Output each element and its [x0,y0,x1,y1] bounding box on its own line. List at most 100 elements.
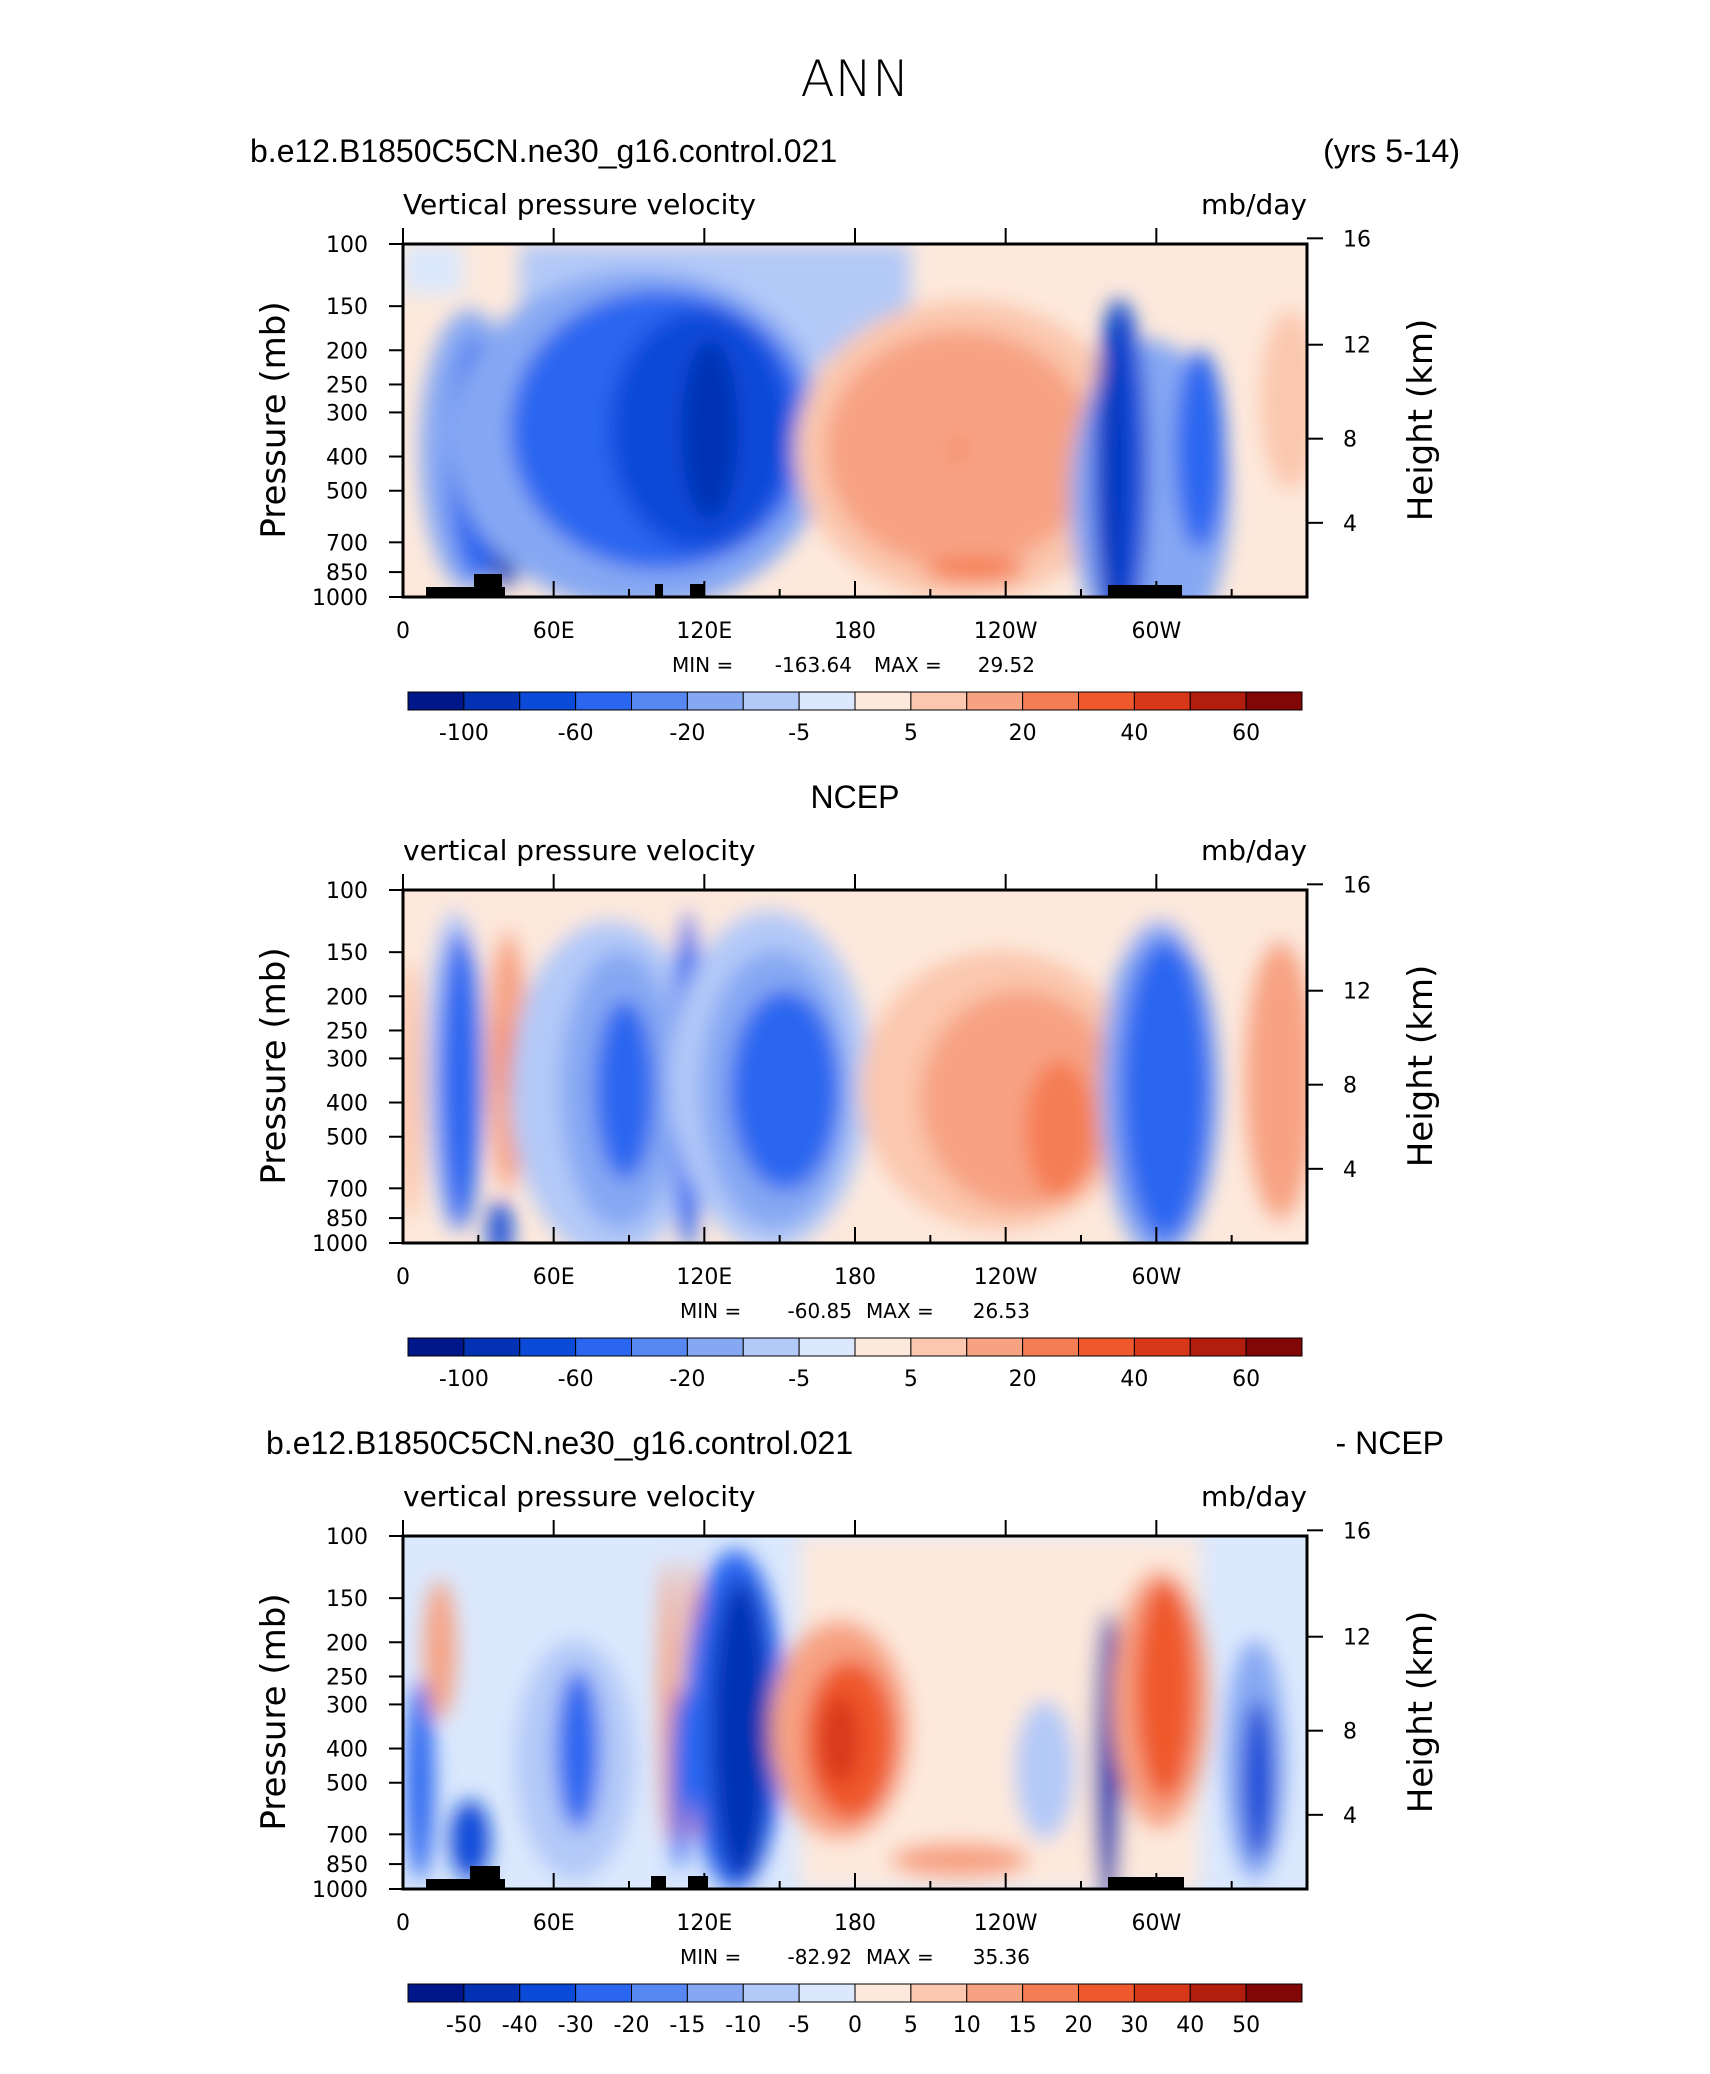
y-tick-label: 100 [326,233,368,258]
colorbar-label: 5 [904,721,918,746]
colorbar-swatch [463,691,521,711]
panel-ncep: NCEP vertical pressure velocity mb/day [254,779,1441,1392]
colorbar-label: -5 [788,1367,810,1392]
colorbar-label: -50 [446,2013,482,2038]
colorbar-swatch [1245,1337,1303,1357]
y-tick-label: 400 [326,1092,368,1117]
panel-header-right: (yrs 5-14) [1323,133,1460,169]
x-tick-label: 0 [396,1265,410,1290]
y2-tick-label: 4 [1343,1804,1357,1829]
colorbar-label: 5 [904,2013,918,2038]
colorbar-swatch [1022,1337,1079,1357]
colorbar-label: -30 [558,2013,594,2038]
stats-readout: MIN = -60.85 MAX = 26.53 [680,1299,1030,1323]
colorbar-swatch [463,1983,521,2003]
y2-axis-label: Height (km) [1401,319,1441,522]
colorbar-label: -10 [725,2013,761,2038]
min-value: -60.85 [788,1299,852,1323]
colorbar-label: 20 [1009,1367,1037,1392]
min-value: -163.64 [775,653,852,677]
y-tick-label: 300 [326,1047,368,1072]
colorbar-swatch [798,1983,856,2003]
colorbar-swatch [1189,691,1247,711]
y2-axis-label: Height (km) [1401,965,1441,1168]
colorbar-swatch [575,1983,632,2003]
colorbar-label: 50 [1232,2013,1260,2038]
max-label: MAX = [866,1299,934,1323]
colorbar-swatch [966,1337,1024,1357]
y-tick-label: 700 [326,1177,368,1202]
colorbar-swatch [742,1337,800,1357]
colorbar-swatch [407,1983,465,2003]
colorbar-swatch [966,691,1024,711]
y2-tick-label: 16 [1343,227,1371,252]
colorbar-swatch [519,1983,577,2003]
colorbar-swatch [1078,691,1135,711]
panel-header-left: b.e12.B1850C5CN.ne30_g16.control.021 [266,1425,853,1461]
colorbar-swatch [854,1983,912,2003]
colorbar-swatch [742,1983,800,2003]
y-tick-label: 700 [326,531,368,556]
y-tick-label: 500 [326,1772,368,1797]
colorbar-swatch [1078,1337,1135,1357]
x-tick-label: 0 [396,1911,410,1936]
x-tick-label: 180 [834,1265,876,1290]
colorbar-label: 30 [1120,2013,1148,2038]
colorbar-label: -100 [439,1367,489,1392]
min-label: MIN = [680,1945,741,1969]
plot-title: Vertical pressure velocity [403,188,756,221]
y2-tick-label: 12 [1343,1626,1371,1651]
colorbar-swatch [1189,1337,1247,1357]
plot-units: mb/day [1201,1480,1307,1513]
y-tick-label: 500 [326,1126,368,1151]
max-value: 35.36 [973,1945,1030,1969]
y-tick-label: 150 [326,295,368,320]
contour-field [403,1536,1307,1889]
x-tick-label: 60W [1131,619,1181,644]
x-tick-label: 180 [834,619,876,644]
colorbar-label: 15 [1009,2013,1037,2038]
y2-tick-label: 8 [1343,428,1357,453]
x-tick-label: 120E [676,1911,732,1936]
x-tick-label: 60E [533,1911,575,1936]
colorbar-swatch [910,691,968,711]
plot-title: vertical pressure velocity [403,834,756,867]
x-tick-label: 60E [533,619,575,644]
colorbar-label: 0 [848,2013,862,2038]
colorbar-swatch [519,1337,577,1357]
colorbar-label: -60 [558,721,594,746]
plot-title: vertical pressure velocity [403,1480,756,1513]
colorbar-label: -5 [788,721,810,746]
y-tick-label: 1000 [312,1232,368,1257]
x-tick-label: 120W [974,619,1038,644]
y-tick-label: 100 [326,879,368,904]
y-tick-label: 400 [326,446,368,471]
colorbar-label: -15 [669,2013,705,2038]
y-tick-label: 850 [326,1853,368,1878]
y-tick-label: 700 [326,1823,368,1848]
plot-units: mb/day [1201,834,1307,867]
y-tick-label: 150 [326,1587,368,1612]
colorbar-swatch [1133,1337,1191,1357]
x-tick-label: 120W [974,1911,1038,1936]
y2-tick-label: 12 [1343,334,1371,359]
colorbar-swatch [742,691,800,711]
colorbar-swatch [1245,1983,1303,2003]
y-axis-label: Pressure (mb) [254,301,294,538]
stats-readout: MIN = -163.64 MAX = 29.52 [672,653,1035,677]
y2-tick-label: 4 [1343,512,1357,537]
x-tick-label: 120E [676,619,732,644]
contour-field [403,890,1307,1243]
y2-tick-label: 12 [1343,980,1371,1005]
colorbar-swatch [407,1337,465,1357]
x-tick-label: 120W [974,1265,1038,1290]
y-tick-label: 850 [326,561,368,586]
y-tick-label: 850 [326,1207,368,1232]
y-axis-label: Pressure (mb) [254,947,294,1184]
colorbar-swatch [1022,1983,1079,2003]
y2-tick-label: 8 [1343,1074,1357,1099]
panel-difference: b.e12.B1850C5CN.ne30_g16.control.021 - N… [254,1425,1444,2038]
colorbar: -100 -60 -20 -5 5 20 40 60 [407,691,1303,746]
colorbar-swatch [686,1983,744,2003]
y-tick-label: 400 [326,1738,368,1763]
